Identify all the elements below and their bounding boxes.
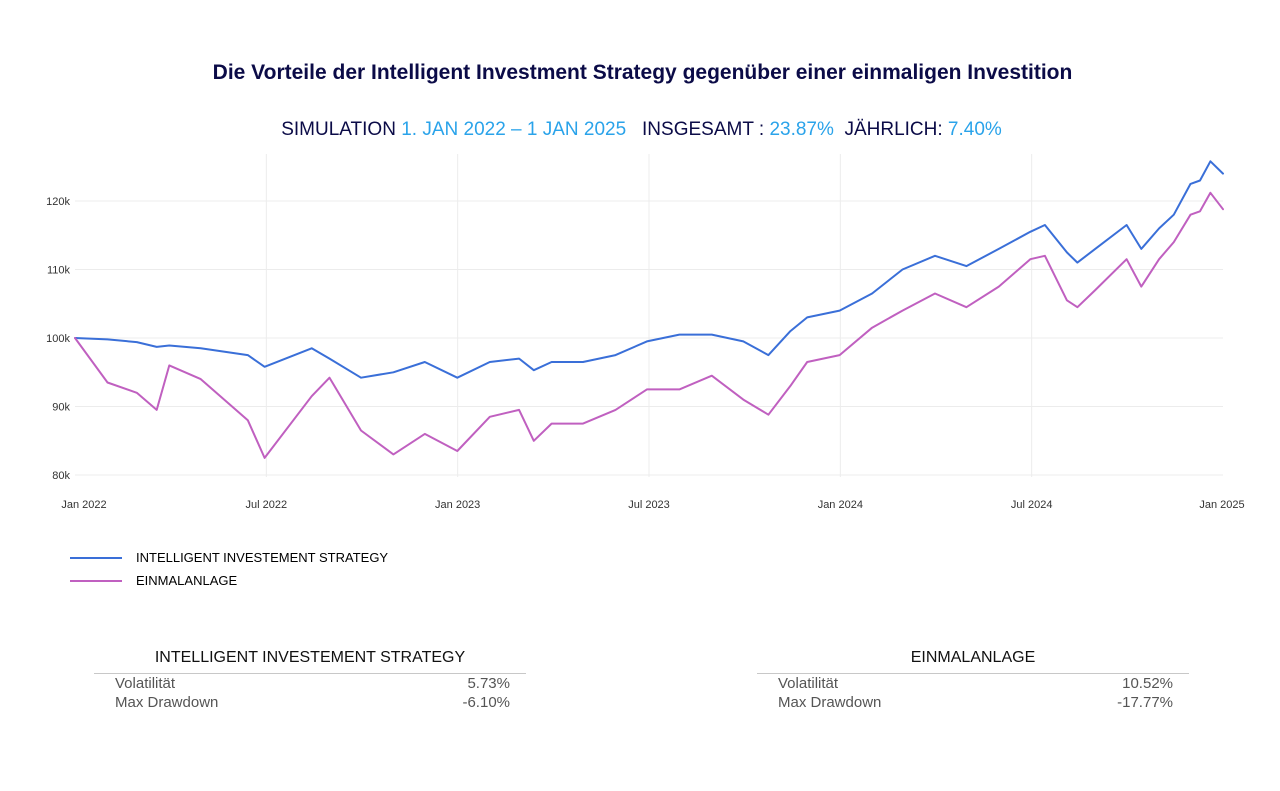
annual-value: 7.40%	[947, 119, 1002, 140]
x-tick-label: Jan 2024	[818, 499, 863, 511]
chart-grid	[75, 154, 1223, 477]
stats-table-intelligent: INTELLIGENT INVESTEMENT STRATEGY Volatil…	[94, 649, 526, 712]
x-tick-label: Jul 2024	[1011, 499, 1053, 511]
y-tick-label: 110k	[47, 265, 71, 277]
stats-row-volatility: Volatilität 5.73%	[94, 674, 526, 693]
chart-legend: INTELLIGENT INVESTEMENT STRATEGY EINMALA…	[70, 546, 388, 592]
stats-title-einmal: EINMALANLAGE	[757, 649, 1189, 674]
legend-swatch-einmal	[70, 579, 122, 582]
stats-title-intelligent: INTELLIGENT INVESTEMENT STRATEGY	[94, 649, 526, 674]
line-chart: Jan 2022 Jul 2022 Jan 2023 Jul 2023 Jan 2024…	[46, 154, 1245, 511]
y-tick-label: 90k	[52, 402, 70, 414]
legend-item-intelligent[interactable]: INTELLIGENT INVESTEMENT STRATEGY	[70, 546, 388, 569]
total-label: INSGESAMT :	[642, 119, 765, 140]
simulation-period: 1. JAN 2022 – 1 JAN 2025	[401, 119, 627, 140]
annual-label: JÄHRLICH:	[844, 119, 943, 140]
stats-label: Max Drawdown	[778, 694, 882, 711]
chart-lines	[74, 160, 1224, 459]
legend-item-einmal[interactable]: EINMALANLAGE	[70, 569, 388, 592]
stats-value: -17.77%	[1117, 694, 1173, 711]
stats-label: Volatilität	[115, 675, 176, 692]
legend-swatch-intelligent	[70, 556, 122, 559]
stats-row-volatility: Volatilität 10.52%	[757, 674, 1189, 693]
series-line-einmal	[74, 191, 1224, 459]
legend-label-intelligent: INTELLIGENT INVESTEMENT STRATEGY	[136, 550, 389, 565]
x-tick-label: Jan 2022	[61, 499, 106, 511]
stats-value: 10.52%	[1122, 675, 1173, 692]
stats-row-max-drawdown: Max Drawdown -17.77%	[757, 693, 1189, 712]
x-tick-label: Jul 2022	[246, 499, 288, 511]
stats-value: -6.10%	[462, 694, 510, 711]
chart-title: Die Vorteile der Intelligent Investment …	[212, 61, 1073, 84]
x-tick-label: Jul 2023	[628, 499, 670, 511]
y-tick-label: 80k	[52, 470, 70, 482]
stats-value: 5.73%	[467, 675, 510, 692]
stats-table-einmal: EINMALANLAGE Volatilität 10.52% Max Draw…	[757, 649, 1189, 712]
stats-row-max-drawdown: Max Drawdown -6.10%	[94, 693, 526, 712]
x-tick-label: Jan 2025	[1199, 499, 1244, 511]
total-value: 23.87%	[769, 119, 834, 140]
simulation-label: SIMULATION	[281, 119, 396, 140]
x-tick-label: Jan 2023	[435, 499, 480, 511]
chart-subtitle: SIMULATION 1. JAN 2022 – 1 JAN 2025 INSG…	[0, 119, 1280, 141]
chart-ticks: Jan 2022 Jul 2022 Jan 2023 Jul 2023 Jan 2024…	[46, 196, 1244, 511]
series-line-intelligent	[74, 160, 1224, 379]
legend-label-einmal: EINMALANLAGE	[136, 573, 238, 588]
stats-label: Volatilität	[778, 675, 839, 692]
y-tick-label: 100k	[46, 333, 70, 345]
stats-label: Max Drawdown	[115, 694, 219, 711]
y-tick-label: 120k	[46, 196, 70, 208]
